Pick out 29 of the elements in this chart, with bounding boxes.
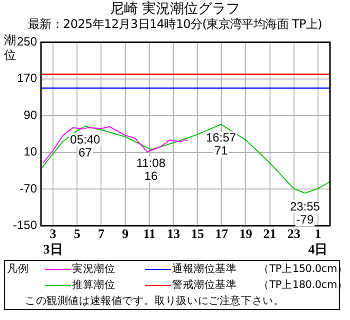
chart-title: 尼崎 実況潮位グラフ [108, 0, 242, 17]
legend-label: 推算潮位 [72, 278, 116, 293]
y-axis-title: 潮位 [4, 33, 17, 63]
x-tick-label: 7 [98, 226, 105, 241]
x-tick-label: 11 [143, 226, 156, 241]
x-tick-label: 5 [74, 226, 81, 241]
chart-subtitle: 最新：2025年12月3日14時10分(東京湾平均海面 TP上) [26, 17, 324, 31]
annotation: 23:55 -79 [290, 200, 320, 227]
x-tick-label: 13 [166, 226, 180, 241]
y-tick-label: 250 [16, 34, 38, 49]
x-tick-label: 15 [191, 226, 205, 241]
annotation: 11:08 16 [136, 156, 166, 183]
x-tick-label: 17 [215, 226, 229, 241]
y-tick-label: 90 [24, 108, 38, 122]
text: この観測値は速報値です。取り扱いにご注意下さい。 [24, 294, 286, 309]
x-tick-label: 23 [287, 226, 301, 241]
x-tick-label: 19 [239, 226, 253, 241]
x-tick-label: 9 [122, 226, 130, 241]
y-tick-label: 10 [24, 144, 38, 159]
x-tick-label: 1 4日 [308, 226, 328, 257]
x-tick-label: 3 3日 [43, 226, 63, 257]
x-tick-label: 21 [263, 226, 276, 241]
legend-title: 凡例 [7, 262, 30, 277]
annotation: 05:40 67 [70, 132, 101, 160]
y-tick-label: -70 [20, 181, 38, 196]
annotation: 16:57 71 [206, 130, 236, 158]
y-tick-label: 170 [16, 71, 38, 86]
y-tick-label: -150 [12, 218, 38, 232]
legend-label: 実況潮位 [72, 262, 116, 277]
